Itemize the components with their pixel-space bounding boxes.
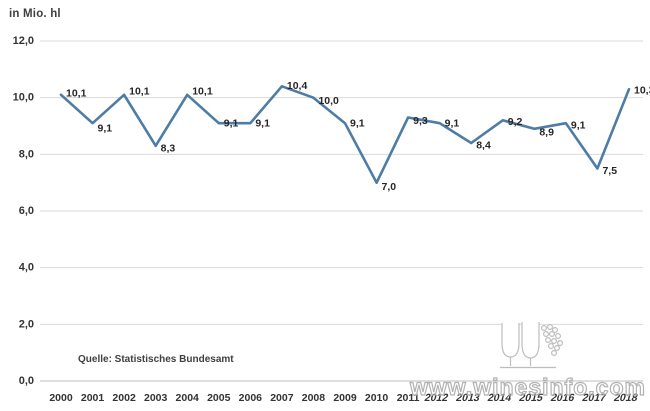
x-tick-group: 2016 [549, 392, 575, 404]
data-line-series [59, 85, 631, 184]
value-label: 10,1 [66, 87, 87, 99]
x-tick-label: 2018 [613, 392, 639, 404]
x-tick-label: 2011 [397, 392, 420, 404]
value-label: 8,3 [161, 142, 176, 154]
x-tick-label: 2014 [486, 392, 512, 404]
x-tick-label: 2002 [112, 392, 136, 404]
x-tick-label: 2008 [302, 392, 326, 404]
value-label: 9,2 [508, 116, 523, 128]
value-label: 9,3 [413, 115, 428, 127]
x-tick-label: 2006 [239, 392, 263, 404]
x-tick-label: 2000 [49, 392, 73, 404]
x-tick-label: 2007 [270, 392, 294, 404]
y-axis-unit-label: in Mio. hl [9, 8, 61, 20]
x-tick-label: 2016 [549, 392, 575, 404]
y-tick-label: 2,0 [19, 318, 34, 330]
value-label: 10,0 [318, 95, 339, 107]
value-label: 7,0 [382, 181, 397, 193]
x-tick-label: 2004 [176, 392, 200, 404]
value-label: 10,1 [129, 85, 150, 97]
x-tick-group: 2017 [581, 392, 607, 404]
value-label: 9,1 [98, 123, 113, 135]
x-tick-group: 2018 [613, 392, 639, 404]
value-label: 9,1 [571, 120, 586, 132]
x-tick-group: 2015 [518, 392, 544, 404]
y-tick-label: 10,0 [13, 92, 34, 104]
x-tick-label: 2015 [518, 392, 544, 404]
y-tick-label: 12,0 [13, 35, 34, 47]
value-label: 10,3 [634, 85, 650, 97]
x-tick-group: 2012 [423, 392, 449, 404]
x-tick-label: 2001 [81, 392, 105, 404]
y-tick-label: 4,0 [19, 262, 34, 274]
value-label: 9,1 [350, 118, 365, 130]
value-label: 7,5 [602, 165, 617, 177]
value-label: 9,1 [445, 118, 460, 130]
x-tick-label: 2013 [455, 392, 481, 404]
value-label: 10,1 [192, 85, 213, 97]
x-tick-label: 2003 [144, 392, 168, 404]
x-tick-group: 2013 [455, 392, 481, 404]
x-tick-label: 2010 [365, 392, 389, 404]
y-tick-label: 0,0 [19, 375, 34, 387]
x-tick-label: 2012 [423, 392, 449, 404]
x-tick-label: 2017 [581, 392, 607, 404]
value-label: 9,1 [255, 118, 270, 130]
value-label: 10,4 [287, 80, 308, 92]
value-label: 9,1 [224, 118, 239, 130]
value-label: 8,9 [539, 126, 554, 138]
value-label: 8,4 [476, 140, 491, 152]
source-note: Quelle: Statistisches Bundesamt [78, 354, 234, 365]
y-tick-label: 6,0 [19, 205, 34, 217]
y-tick-label: 8,0 [19, 148, 34, 160]
x-tick-group: 2014 [486, 392, 512, 404]
x-tick-label: 2005 [207, 392, 231, 404]
x-tick-label: 2009 [333, 392, 357, 404]
